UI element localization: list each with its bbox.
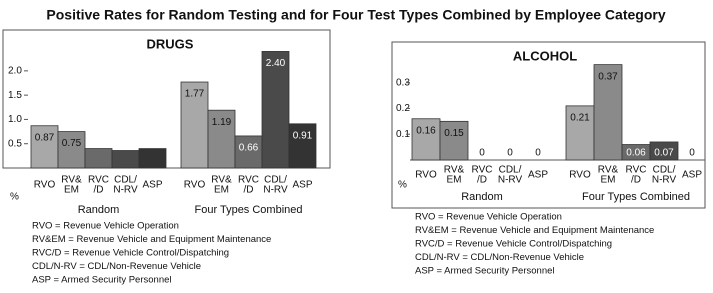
- x-tick-label: CDL/: [499, 165, 522, 176]
- x-tick-label: RV&: [211, 175, 232, 186]
- note: RVC/D = Revenue Vehicle Control/Dispatch…: [415, 239, 612, 250]
- x-tick-label: EM: [601, 175, 616, 186]
- note: RV&EM = Revenue Vehicle and Equipment Ma…: [32, 234, 271, 245]
- x-tick-label: RV&: [61, 175, 82, 186]
- note: RVO = Revenue Vehicle Operation: [415, 212, 562, 223]
- x-tick-label: RVO: [415, 170, 437, 181]
- x-tick-label: RVO: [184, 180, 206, 191]
- bar: [138, 148, 167, 169]
- value-label: 0.07: [654, 148, 674, 159]
- note: CDL/N-RV = CDL/Non-Revenue Vehicle: [32, 261, 201, 272]
- x-tick-label: N-RV: [263, 185, 288, 196]
- x-tick-label: EM: [214, 185, 229, 196]
- y-tick-label: 0.2: [396, 103, 410, 114]
- value-label: 0.91: [293, 130, 313, 141]
- x-tick-label: /D: [244, 185, 254, 196]
- x-tick-label: ASP: [682, 170, 702, 181]
- x-tick-label: RVC: [238, 175, 259, 186]
- x-tick-label: RVO: [34, 180, 56, 191]
- chart-title: DRUGS: [147, 36, 194, 51]
- value-label: 0.06: [626, 148, 646, 159]
- note: RVO = Revenue Vehicle Operation: [32, 221, 179, 232]
- bar: [207, 109, 236, 169]
- chart-title: ALCOHOL: [513, 48, 577, 63]
- note: ASP = Armed Security Personnel: [32, 275, 172, 286]
- value-label: 0.16: [416, 125, 436, 136]
- x-tick-label: CDL/: [264, 175, 287, 186]
- value-label: 0.37: [598, 71, 618, 82]
- x-tick-label: EM: [447, 175, 462, 186]
- note: CDL/N-RV = CDL/Non-Revenue Vehicle: [415, 252, 584, 263]
- value-label: 0.66: [239, 143, 259, 154]
- x-tick-label: RVC: [626, 165, 647, 176]
- bar: [565, 105, 595, 161]
- y-tick-label: 1.0: [8, 114, 22, 125]
- value-label: 0.87: [35, 132, 55, 143]
- group-label: Four Types Combined: [194, 204, 302, 216]
- y-axis-label: %: [10, 192, 19, 203]
- bar: [234, 135, 263, 169]
- y-tick-label: 0.3: [396, 77, 410, 88]
- value-label: 0: [535, 148, 541, 159]
- y-tick-label: 0.5: [8, 138, 22, 149]
- group-label: Four Types Combined: [582, 191, 690, 203]
- value-label: 0: [479, 148, 485, 159]
- x-tick-label: RV&: [444, 165, 465, 176]
- x-tick-label: /D: [631, 175, 641, 186]
- value-label: 0: [689, 148, 695, 159]
- bar: [411, 118, 441, 161]
- note: RVC/D = Revenue Vehicle Control/Dispatch…: [32, 248, 229, 259]
- x-tick-label: RVC: [472, 165, 493, 176]
- value-label: 0: [507, 148, 513, 159]
- x-tick-label: ASP: [528, 170, 548, 181]
- bar: [57, 131, 86, 169]
- x-tick-label: RVC: [88, 175, 109, 186]
- value-label: 0.21: [570, 113, 590, 124]
- x-tick-label: /D: [94, 185, 104, 196]
- x-tick-label: EM: [64, 185, 79, 196]
- value-label: 1.19: [212, 117, 232, 128]
- bar: [111, 150, 140, 169]
- y-tick-label: 0.1: [396, 129, 410, 140]
- x-tick-label: RV&: [598, 165, 619, 176]
- group-label: Random: [461, 191, 503, 203]
- bar: [261, 51, 290, 169]
- x-tick-label: CDL/: [114, 175, 137, 186]
- note: ASP = Armed Security Personnel: [415, 266, 555, 277]
- x-tick-label: N-RV: [498, 175, 523, 186]
- x-tick-label: CDL/: [653, 165, 676, 176]
- value-label: 2.40: [266, 58, 286, 69]
- page-title: Positive Rates for Random Testing and fo…: [46, 7, 665, 23]
- x-tick-label: N-RV: [113, 185, 138, 196]
- bar: [439, 120, 469, 161]
- group-label: Random: [78, 204, 120, 216]
- bar: [593, 64, 623, 161]
- bar: [30, 125, 59, 169]
- x-tick-label: ASP: [142, 180, 162, 191]
- y-axis-label: %: [398, 180, 407, 191]
- chart-frame: [391, 41, 706, 209]
- x-tick-label: N-RV: [652, 175, 677, 186]
- note: RV&EM = Revenue Vehicle and Equipment Ma…: [415, 225, 654, 236]
- y-tick-label: 2.0: [8, 65, 22, 76]
- x-tick-label: RVO: [569, 170, 591, 181]
- y-tick-label: 1.5: [8, 90, 22, 101]
- bar: [649, 141, 679, 161]
- bar: [84, 148, 113, 169]
- value-label: 0.75: [62, 138, 82, 149]
- bar: [288, 123, 317, 169]
- x-tick-label: ASP: [292, 180, 312, 191]
- value-label: 0.15: [444, 128, 464, 139]
- value-label: 1.77: [185, 89, 205, 100]
- x-tick-label: /D: [477, 175, 487, 186]
